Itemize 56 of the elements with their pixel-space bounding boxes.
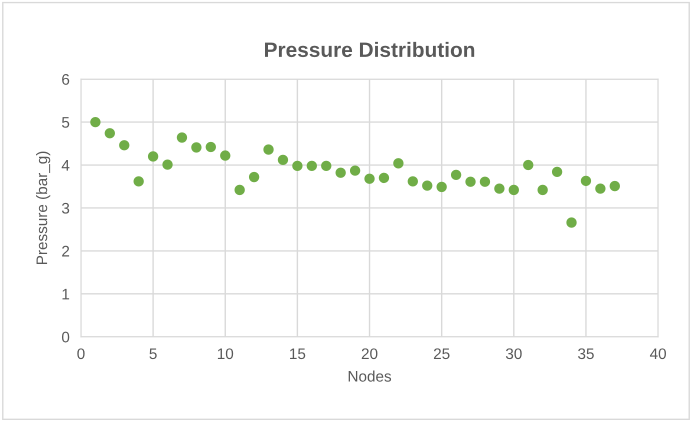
x-tick-label: 0: [77, 348, 85, 360]
point: [119, 140, 130, 150]
point: [436, 182, 447, 192]
point: [350, 165, 360, 176]
point: [191, 142, 202, 153]
point: [321, 160, 332, 172]
x-tick-label: 10: [218, 348, 234, 360]
point: [408, 176, 418, 186]
point: [90, 116, 101, 128]
point: [393, 158, 404, 168]
y-tick-label: 5: [62, 117, 70, 128]
point: [508, 184, 519, 196]
point: [595, 184, 606, 194]
point: [104, 128, 115, 138]
point: [162, 159, 173, 170]
y-tick-label: 2: [62, 246, 70, 256]
x-tick-label: 20: [362, 348, 378, 360]
point: [552, 166, 562, 178]
y-tick-label: 1: [62, 288, 70, 300]
point: [148, 151, 158, 162]
y-tick-label: 4: [62, 160, 70, 171]
point: [234, 184, 245, 196]
point: [480, 176, 490, 187]
point: [248, 172, 260, 182]
point: [450, 170, 462, 180]
point: [134, 176, 144, 186]
point: [206, 142, 216, 152]
point: [566, 217, 577, 228]
point: [278, 154, 288, 166]
point: [263, 144, 274, 155]
x-tick-label: 15: [290, 348, 306, 360]
point: [580, 176, 592, 186]
y-tick-label: 0: [62, 332, 70, 342]
x-tick-label: 40: [650, 348, 666, 360]
point: [494, 184, 505, 194]
point: [292, 160, 303, 172]
point: [220, 150, 230, 161]
point: [364, 174, 375, 184]
x-tick-label: 35: [578, 348, 594, 360]
chart-title: Pressure Distribution: [265, 42, 474, 58]
x-tick-label: 5: [149, 348, 157, 360]
y-tick-label: 3: [62, 202, 70, 214]
point: [538, 184, 548, 196]
point: [523, 160, 534, 170]
point: [176, 132, 188, 143]
x-tick-label: 25: [434, 348, 450, 360]
x-tick-label: 30: [506, 348, 522, 360]
point: [378, 172, 390, 184]
point: [306, 160, 317, 172]
y-tick-label: 6: [62, 74, 70, 85]
x-axis-title: Nodes: [348, 370, 392, 382]
point: [336, 168, 346, 178]
y-axis-title: Pressure (bar_g): [36, 152, 50, 264]
point: [610, 180, 620, 192]
point: [422, 180, 432, 191]
point: [465, 176, 476, 187]
